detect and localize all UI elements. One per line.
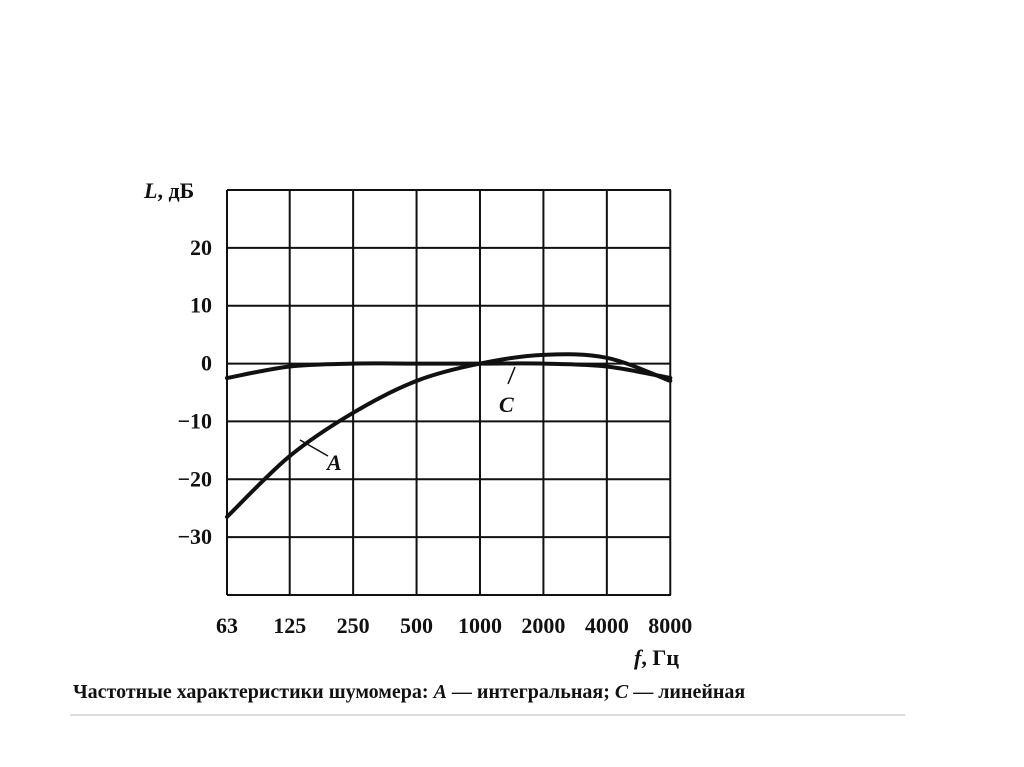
caption-a-var: A (432, 681, 447, 703)
y-tick-label: 0 (201, 351, 212, 376)
y-tick-label: −20 (177, 466, 212, 491)
x-tick-label: 1000 (458, 613, 502, 638)
y-tick-label: 20 (190, 235, 212, 260)
y-tick-label: 10 (190, 293, 212, 318)
x-tick-label: 500 (400, 613, 433, 638)
caption-prefix: Частотные характеристики шумомера: (73, 681, 434, 703)
x-axis-label-var: f (634, 645, 644, 670)
x-tick-label: 2000 (521, 613, 565, 638)
label-c-leader (507, 366, 516, 385)
y-tick-label: −30 (177, 524, 212, 549)
chart-grid (226, 189, 672, 596)
x-tick-label: 8000 (648, 613, 692, 638)
series-line-c (225, 361, 673, 380)
caption-a-text: — интегральная; (447, 681, 615, 703)
x-tick-labels: 63 125 250 500 1000 2000 4000 8000 (216, 613, 692, 638)
y-axis-label: L, дБ (143, 178, 194, 203)
y-tick-labels: 20 10 0 −10 −20 −30 (177, 235, 212, 549)
x-axis-label: f, Гц (634, 645, 679, 670)
curve-label-a: A (325, 450, 342, 475)
y-axis-label-unit: , дБ (157, 178, 194, 203)
y-tick-label: −10 (177, 408, 212, 433)
caption-c-var: C (615, 681, 629, 703)
x-tick-label: 125 (273, 613, 306, 638)
y-axis-label-var: L (143, 178, 157, 203)
label-a-leader (299, 439, 329, 457)
x-axis-label-unit: , Гц (641, 645, 679, 670)
x-tick-label: 4000 (585, 613, 629, 638)
caption-c-text: — линейная (628, 681, 745, 703)
series-line-a (225, 352, 673, 519)
chart-caption: Частотные характеристики шумомера: A — и… (73, 681, 745, 703)
x-tick-label: 250 (337, 613, 370, 638)
x-tick-label: 63 (216, 613, 238, 638)
chart-curves (225, 352, 673, 519)
curve-label-c: C (499, 392, 514, 417)
